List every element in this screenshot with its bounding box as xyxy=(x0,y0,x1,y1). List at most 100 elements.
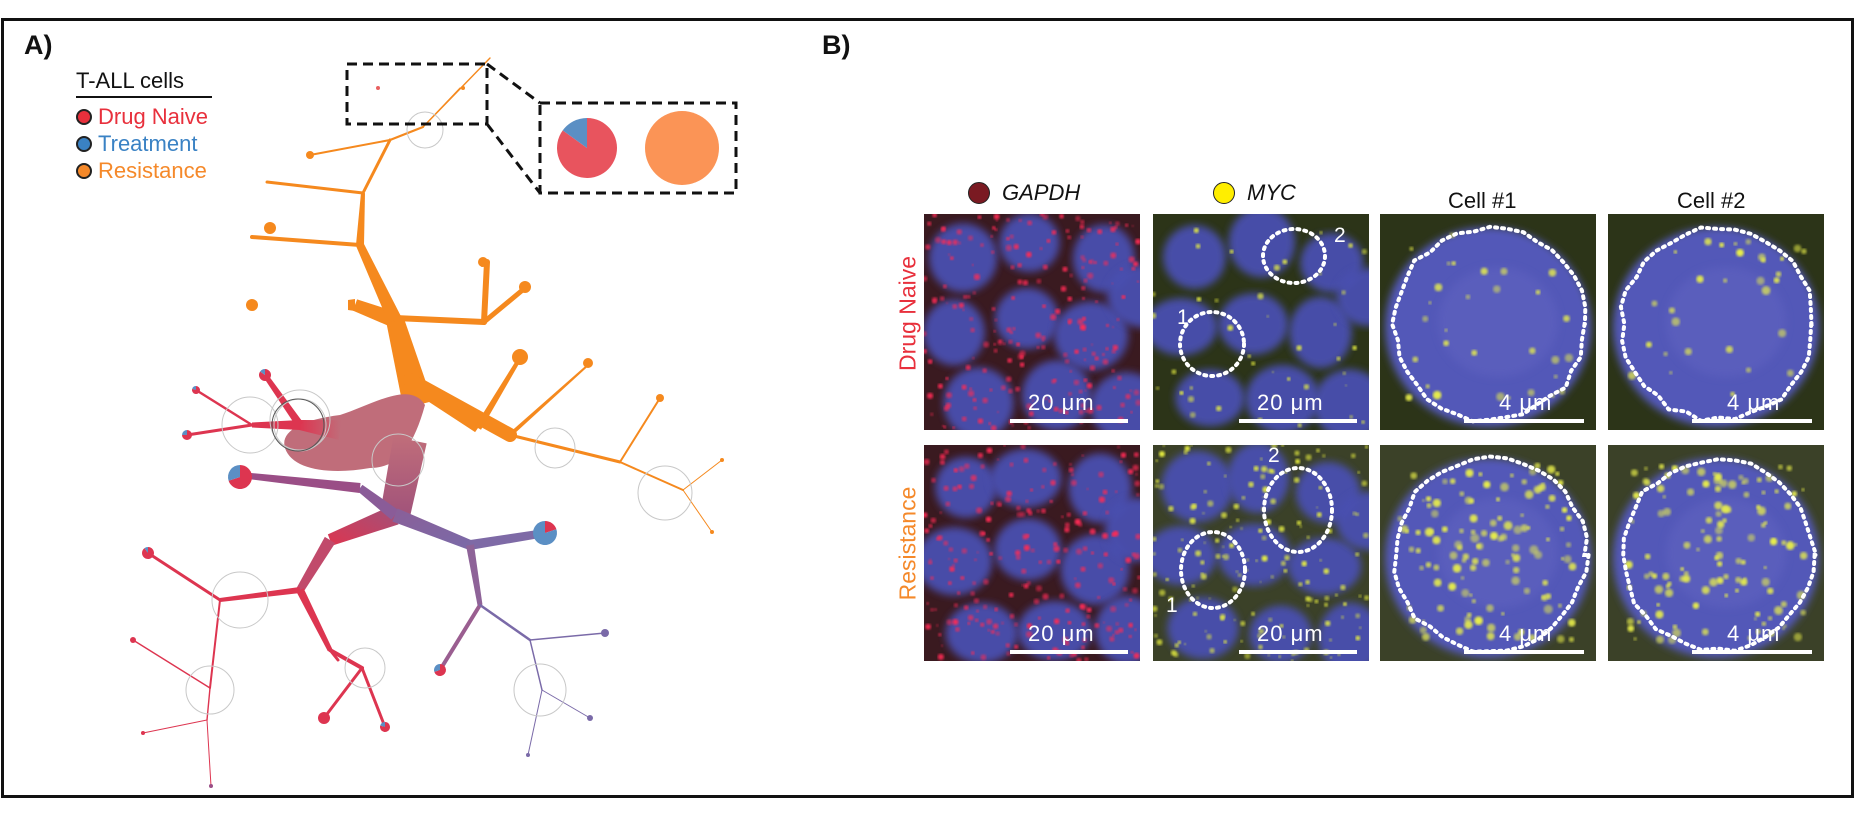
cell-number-label: 2 xyxy=(1334,224,1346,247)
pie-slice xyxy=(260,369,266,375)
pie-slice xyxy=(192,386,197,390)
cell-outline xyxy=(1179,530,1247,610)
scale-bar-label: 20 μm xyxy=(1257,390,1324,415)
tree-branch xyxy=(682,489,713,533)
panel-a-label: A) xyxy=(24,30,53,60)
scale-bar-label: 4 μm xyxy=(1499,621,1553,646)
col-header-label: MYC xyxy=(1247,180,1296,205)
tree-node xyxy=(587,715,593,721)
tree-branch xyxy=(438,603,482,672)
scale-bar xyxy=(1464,419,1584,423)
cell-number-label: 1 xyxy=(1166,594,1178,617)
tree-branch xyxy=(327,505,399,546)
micrograph-tile xyxy=(1153,214,1369,430)
legend-label: Drug Naive xyxy=(98,104,209,129)
tree-branch xyxy=(360,666,387,729)
tree-branch xyxy=(466,544,483,606)
tree-branch xyxy=(508,433,622,464)
pie-node xyxy=(142,547,155,559)
scale-bar xyxy=(1464,650,1584,654)
col-header-cell-1: Cell #1 xyxy=(1448,188,1517,213)
pie-slice xyxy=(182,429,188,435)
row-label-drug-naive: Drug Naive xyxy=(894,255,921,372)
cell-outline xyxy=(1178,310,1246,378)
tree-branch xyxy=(478,603,532,642)
legend-dot-icon xyxy=(76,109,92,125)
tree-branch xyxy=(356,243,402,323)
legend-dot-icon xyxy=(76,163,92,179)
legend-label: Resistance xyxy=(98,158,207,183)
tree-branch xyxy=(392,508,472,550)
tree-branch xyxy=(682,459,723,491)
tree-node xyxy=(318,712,330,724)
tree-branch xyxy=(469,529,546,550)
tree-branch xyxy=(392,315,487,325)
inset-pies xyxy=(557,111,719,185)
mixed-pie xyxy=(557,118,618,178)
tree-node xyxy=(209,784,213,788)
tree-branch xyxy=(527,689,543,756)
legend-item-resistance: Resistance xyxy=(76,158,207,184)
tree-branch xyxy=(348,299,355,311)
cell-outline xyxy=(1261,227,1327,285)
scale-bar-label: 4 μm xyxy=(1727,621,1781,646)
tree-branch xyxy=(219,587,301,602)
cell-outline xyxy=(1392,454,1591,654)
tree-branch xyxy=(328,648,364,670)
tree-leaf-resistance xyxy=(264,222,276,234)
resistance-pie xyxy=(645,111,719,185)
tree-branch xyxy=(405,373,481,433)
cell-outline xyxy=(1262,466,1334,554)
pie-slice xyxy=(380,722,386,727)
legend-dot-icon xyxy=(76,136,92,152)
tree-node xyxy=(583,358,593,368)
pie-node xyxy=(380,722,390,733)
zoom-inset xyxy=(345,62,738,195)
tree-branch xyxy=(250,235,362,247)
scale-bar-label: 4 μm xyxy=(1499,390,1553,415)
row-label-resistance: Resistance xyxy=(894,486,921,601)
tree-nodes xyxy=(130,86,724,788)
tree-branch xyxy=(474,356,522,430)
tree-branch xyxy=(529,632,606,641)
pie-slice xyxy=(227,465,241,481)
col-header-myc: MYC xyxy=(1213,180,1296,206)
cell-outline xyxy=(1621,457,1819,653)
cell-number-label: 2 xyxy=(1268,444,1280,467)
tree-branch xyxy=(299,420,342,440)
tree-branch xyxy=(132,639,211,689)
tree-branch xyxy=(146,551,222,602)
tree-node-outline xyxy=(211,571,269,629)
tree-node xyxy=(461,86,465,90)
zoom-connector-bottom xyxy=(485,123,542,194)
micrograph-tile xyxy=(1153,445,1369,661)
tree-root-mixed xyxy=(284,394,425,471)
legend-title: T-ALL cells xyxy=(76,68,212,98)
micrograph-tile xyxy=(924,214,1140,430)
tree-branch xyxy=(296,536,336,593)
tree-branch xyxy=(142,719,208,734)
tree-branch xyxy=(508,364,589,437)
tree-node xyxy=(130,637,136,643)
tree-branch xyxy=(619,397,661,463)
zoom-region-box xyxy=(345,62,489,126)
tree-branch xyxy=(356,192,365,246)
scale-bar xyxy=(1692,650,1812,654)
tree-branch xyxy=(388,125,425,142)
pie-node xyxy=(532,521,557,546)
pie-slice xyxy=(434,664,441,672)
scale-bar-label: 4 μm xyxy=(1727,390,1781,415)
tree-branch xyxy=(309,139,391,156)
tree-branch xyxy=(352,299,398,328)
micrograph-tile xyxy=(1608,445,1824,661)
scale-bar xyxy=(1239,650,1357,654)
cell-outline xyxy=(1390,224,1588,424)
tree-branch xyxy=(529,639,543,691)
tree-branch xyxy=(194,388,254,427)
pie-node xyxy=(182,429,192,440)
pie-node xyxy=(434,664,446,677)
tree-branch xyxy=(328,648,340,662)
scale-bar xyxy=(1010,419,1128,423)
tree-node-outline xyxy=(271,398,325,452)
